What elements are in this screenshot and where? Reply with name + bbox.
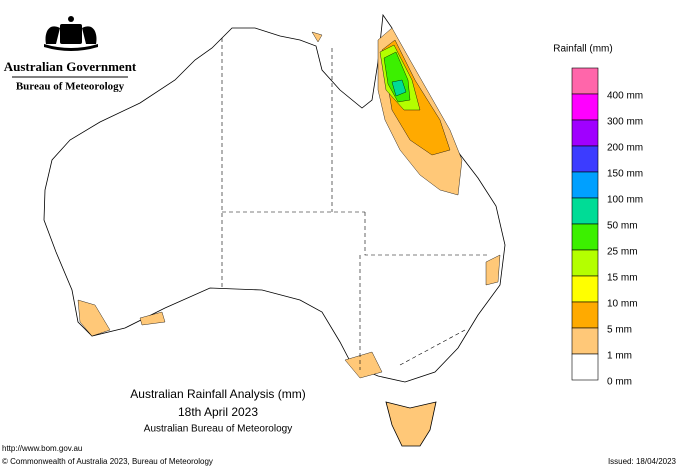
- legend-label: 15 mm: [607, 273, 638, 284]
- legend-swatch: [571, 145, 599, 173]
- footer-url: http://www.bom.gov.au: [2, 444, 82, 453]
- legend-label: 0 mm: [607, 377, 632, 388]
- rainfall-areas: [77, 27, 501, 379]
- legend-title: Rainfall (mm): [553, 44, 612, 55]
- legend-swatch: [571, 327, 599, 355]
- state-borders: [221, 38, 490, 370]
- legend-swatch: [571, 197, 599, 225]
- legend-swatch: [571, 275, 599, 303]
- legend-swatch: [571, 171, 599, 199]
- agency-name: Bureau of Meteorology: [16, 81, 125, 93]
- legend-label: 50 mm: [607, 221, 638, 232]
- legend-label: 5 mm: [607, 325, 632, 336]
- org-name: Australian Government: [4, 59, 137, 74]
- footer-copyright: © Commonwealth of Australia 2023, Bureau…: [2, 457, 213, 466]
- legend-label: 300 mm: [607, 117, 643, 128]
- caption-date: 18th April 2023: [178, 405, 258, 419]
- legend-label: 200 mm: [607, 143, 643, 154]
- legend-swatch: [571, 301, 599, 329]
- caption-source: Australian Bureau of Meteorology: [144, 424, 292, 435]
- legend-swatch: [571, 249, 599, 277]
- caption-title: Australian Rainfall Analysis (mm): [130, 387, 305, 401]
- legend-swatch: [571, 67, 599, 95]
- legend-swatch: [571, 119, 599, 147]
- legend-label: 400 mm: [607, 91, 643, 102]
- legend: 400 mm 300 mm 200 mm 150 mm 100 mm 50 mm 25 mm…: [571, 67, 643, 388]
- footer-issued: Issued: 18/04/2023: [608, 457, 677, 466]
- tasmania: [385, 401, 437, 447]
- legend-swatch: [571, 93, 599, 121]
- legend-label: 25 mm: [607, 247, 638, 258]
- legend-swatch: [571, 353, 599, 381]
- legend-label: 100 mm: [607, 195, 643, 206]
- coat-of-arms: [44, 16, 98, 51]
- legend-swatch: [571, 223, 599, 251]
- legend-label: 150 mm: [607, 169, 643, 180]
- legend-label: 1 mm: [607, 351, 632, 362]
- legend-label: 10 mm: [607, 299, 638, 310]
